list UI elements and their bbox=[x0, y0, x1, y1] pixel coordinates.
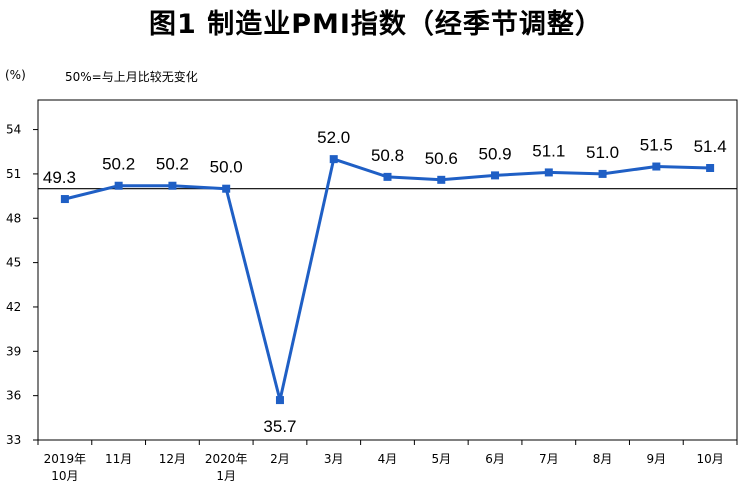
data-label: 51.5 bbox=[640, 136, 673, 155]
data-point-marker bbox=[598, 169, 607, 178]
data-label: 49.3 bbox=[43, 168, 76, 187]
data-point-marker bbox=[544, 168, 553, 177]
data-point-marker bbox=[222, 184, 231, 193]
x-tick-label: 2月 bbox=[270, 452, 290, 466]
data-point-marker bbox=[437, 175, 446, 184]
data-point-marker bbox=[383, 172, 392, 181]
data-label: 35.7 bbox=[263, 417, 296, 436]
y-tick-label: 51 bbox=[6, 167, 21, 181]
pmi-series-line bbox=[64, 157, 711, 402]
x-tick-label: 4月 bbox=[378, 452, 398, 466]
x-tick-label: 5月 bbox=[431, 452, 451, 466]
data-point-marker bbox=[168, 181, 177, 190]
y-tick-label: 39 bbox=[6, 344, 21, 358]
data-label: 50.0 bbox=[210, 158, 243, 177]
data-label: 50.2 bbox=[102, 155, 135, 174]
x-tick-label: 3月 bbox=[324, 452, 344, 466]
data-point-marker bbox=[60, 195, 69, 204]
x-tick-label: 9月 bbox=[647, 452, 667, 466]
data-point-marker bbox=[652, 162, 661, 171]
y-axis-unit: (%) bbox=[5, 68, 26, 82]
data-label: 51.1 bbox=[532, 141, 565, 160]
y-tick-label: 54 bbox=[6, 123, 21, 137]
y-tick-label: 45 bbox=[6, 256, 21, 270]
x-tick-label: 6月 bbox=[485, 452, 505, 466]
data-point-marker bbox=[114, 181, 123, 190]
y-tick-label: 33 bbox=[6, 433, 21, 447]
data-point-marker bbox=[491, 171, 500, 180]
x-tick-label: 1月 bbox=[216, 469, 236, 483]
x-tick-label: 7月 bbox=[539, 452, 559, 466]
data-point-marker bbox=[329, 155, 338, 164]
y-tick-label: 48 bbox=[6, 211, 21, 225]
data-label: 50.6 bbox=[425, 149, 458, 168]
x-tick-label: 12月 bbox=[159, 452, 186, 466]
data-label: 51.4 bbox=[694, 137, 727, 156]
data-label: 52.0 bbox=[317, 128, 350, 147]
x-tick-label: 8月 bbox=[593, 452, 613, 466]
x-tick-label: 2019年 bbox=[44, 452, 87, 466]
data-point-marker bbox=[706, 164, 715, 172]
x-tick-label: 10月 bbox=[696, 452, 723, 466]
data-point-marker bbox=[275, 396, 284, 405]
plot-frame bbox=[37, 99, 738, 441]
y-tick-label: 36 bbox=[6, 389, 21, 403]
data-label: 51.0 bbox=[586, 143, 619, 162]
x-tick-label: 10月 bbox=[51, 469, 78, 483]
reference-note: 50%=与上月比较无变化 bbox=[65, 70, 198, 84]
chart-title: 图1 制造业PMI指数（经季节调整） bbox=[149, 9, 603, 40]
x-tick-label: 11月 bbox=[105, 452, 132, 466]
data-label: 50.2 bbox=[156, 155, 189, 174]
y-tick-label: 42 bbox=[6, 300, 21, 314]
data-label: 50.8 bbox=[371, 146, 404, 165]
data-label: 50.9 bbox=[478, 144, 511, 163]
x-tick-label: 2020年 bbox=[205, 452, 248, 466]
